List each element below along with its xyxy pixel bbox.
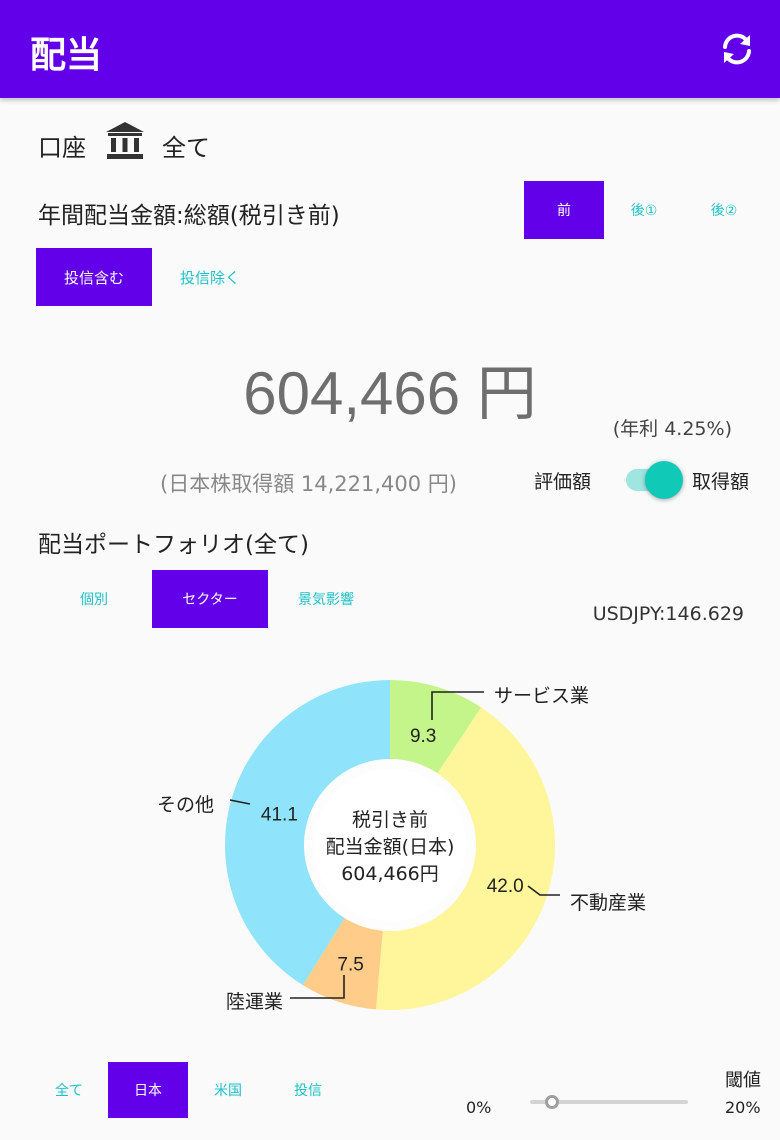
exclude-funds-tab[interactable]: 投信除く <box>179 268 240 287</box>
donut-slice-2[interactable] <box>376 707 556 1010</box>
donut-slice-3[interactable] <box>302 918 383 1010</box>
slice-leader-line-1 <box>431 691 484 720</box>
acquisition-label: 取得額 <box>692 471 750 493</box>
account-label: 口座 <box>38 134 86 162</box>
slice-name-label-1: サービス業 <box>494 685 589 707</box>
acquisition-amount: (日本株取得額 14,221,400 円) <box>160 472 457 496</box>
threshold-max-label: 20% <box>725 1098 761 1117</box>
include-funds-tab[interactable]: 投信含む <box>36 248 152 306</box>
tax-after2-tab[interactable]: 後② <box>710 203 738 219</box>
threshold-min-label: 0% <box>466 1098 492 1117</box>
portfolio-title: 配当ポートフォリオ(全て) <box>38 532 309 558</box>
basis-toggle-thumb[interactable] <box>645 461 683 499</box>
sector-donut-chart: 9.3 サービス業 42.0 不動産業 7.5 陸運業 41.1 その他 税引き前 配当金額(… <box>157 680 646 1013</box>
market-us-tab[interactable]: 米国 <box>214 1083 242 1099</box>
market-funds-tab[interactable]: 投信 <box>294 1083 322 1099</box>
slice-leader-line-2 <box>527 885 560 896</box>
valuation-label: 評価額 <box>534 471 592 493</box>
refresh-button[interactable] <box>712 24 762 74</box>
slice-name-label-4: その他 <box>157 794 214 816</box>
view-economy-tab[interactable]: 景気影響 <box>298 592 354 608</box>
donut-center-line2: 配当金額(日本) <box>326 836 455 858</box>
donut-slice-1[interactable] <box>390 680 482 774</box>
donut-slice-4[interactable] <box>225 680 390 986</box>
tax-after1-tab[interactable]: 後① <box>630 203 658 219</box>
threshold-slider-thumb[interactable] <box>545 1095 559 1109</box>
refresh-icon <box>723 33 751 65</box>
annual-amount: 604,466 円 <box>243 360 537 427</box>
slice-value-label-3: 7.5 <box>337 955 363 976</box>
slice-value-label-2: 42.0 <box>487 876 524 897</box>
donut-center-line1: 税引き前 <box>352 809 428 831</box>
bank-icon[interactable] <box>104 120 146 162</box>
threshold-title: 閾値 <box>725 1070 761 1091</box>
slice-leader-line-3 <box>290 975 345 999</box>
slice-leader-line-4 <box>229 799 251 805</box>
tax-before-tab[interactable]: 前 <box>524 181 604 239</box>
threshold-slider-track[interactable] <box>530 1100 688 1104</box>
app-bar: 配当 <box>0 0 780 98</box>
account-value[interactable]: 全て <box>162 134 210 162</box>
view-sector-tab[interactable]: セクター <box>152 570 268 628</box>
donut-hole <box>314 769 466 921</box>
page-title: 配当 <box>30 35 103 76</box>
annual-yield: (年利 4.25%) <box>612 418 732 440</box>
annual-title: 年間配当金額:総額(税引き前) <box>38 203 340 229</box>
slice-value-label-1: 9.3 <box>410 726 436 747</box>
donut-center-line3: 604,466円 <box>341 863 439 885</box>
slice-value-label-4: 41.1 <box>261 804 298 825</box>
market-japan-tab[interactable]: 日本 <box>108 1062 188 1118</box>
slice-name-label-2: 不動産業 <box>570 892 646 914</box>
slice-name-label-3: 陸運業 <box>226 991 283 1013</box>
view-individual-tab[interactable]: 個別 <box>80 592 108 608</box>
market-all-tab[interactable]: 全て <box>55 1083 83 1099</box>
fx-rate: USDJPY:146.629 <box>592 603 744 625</box>
